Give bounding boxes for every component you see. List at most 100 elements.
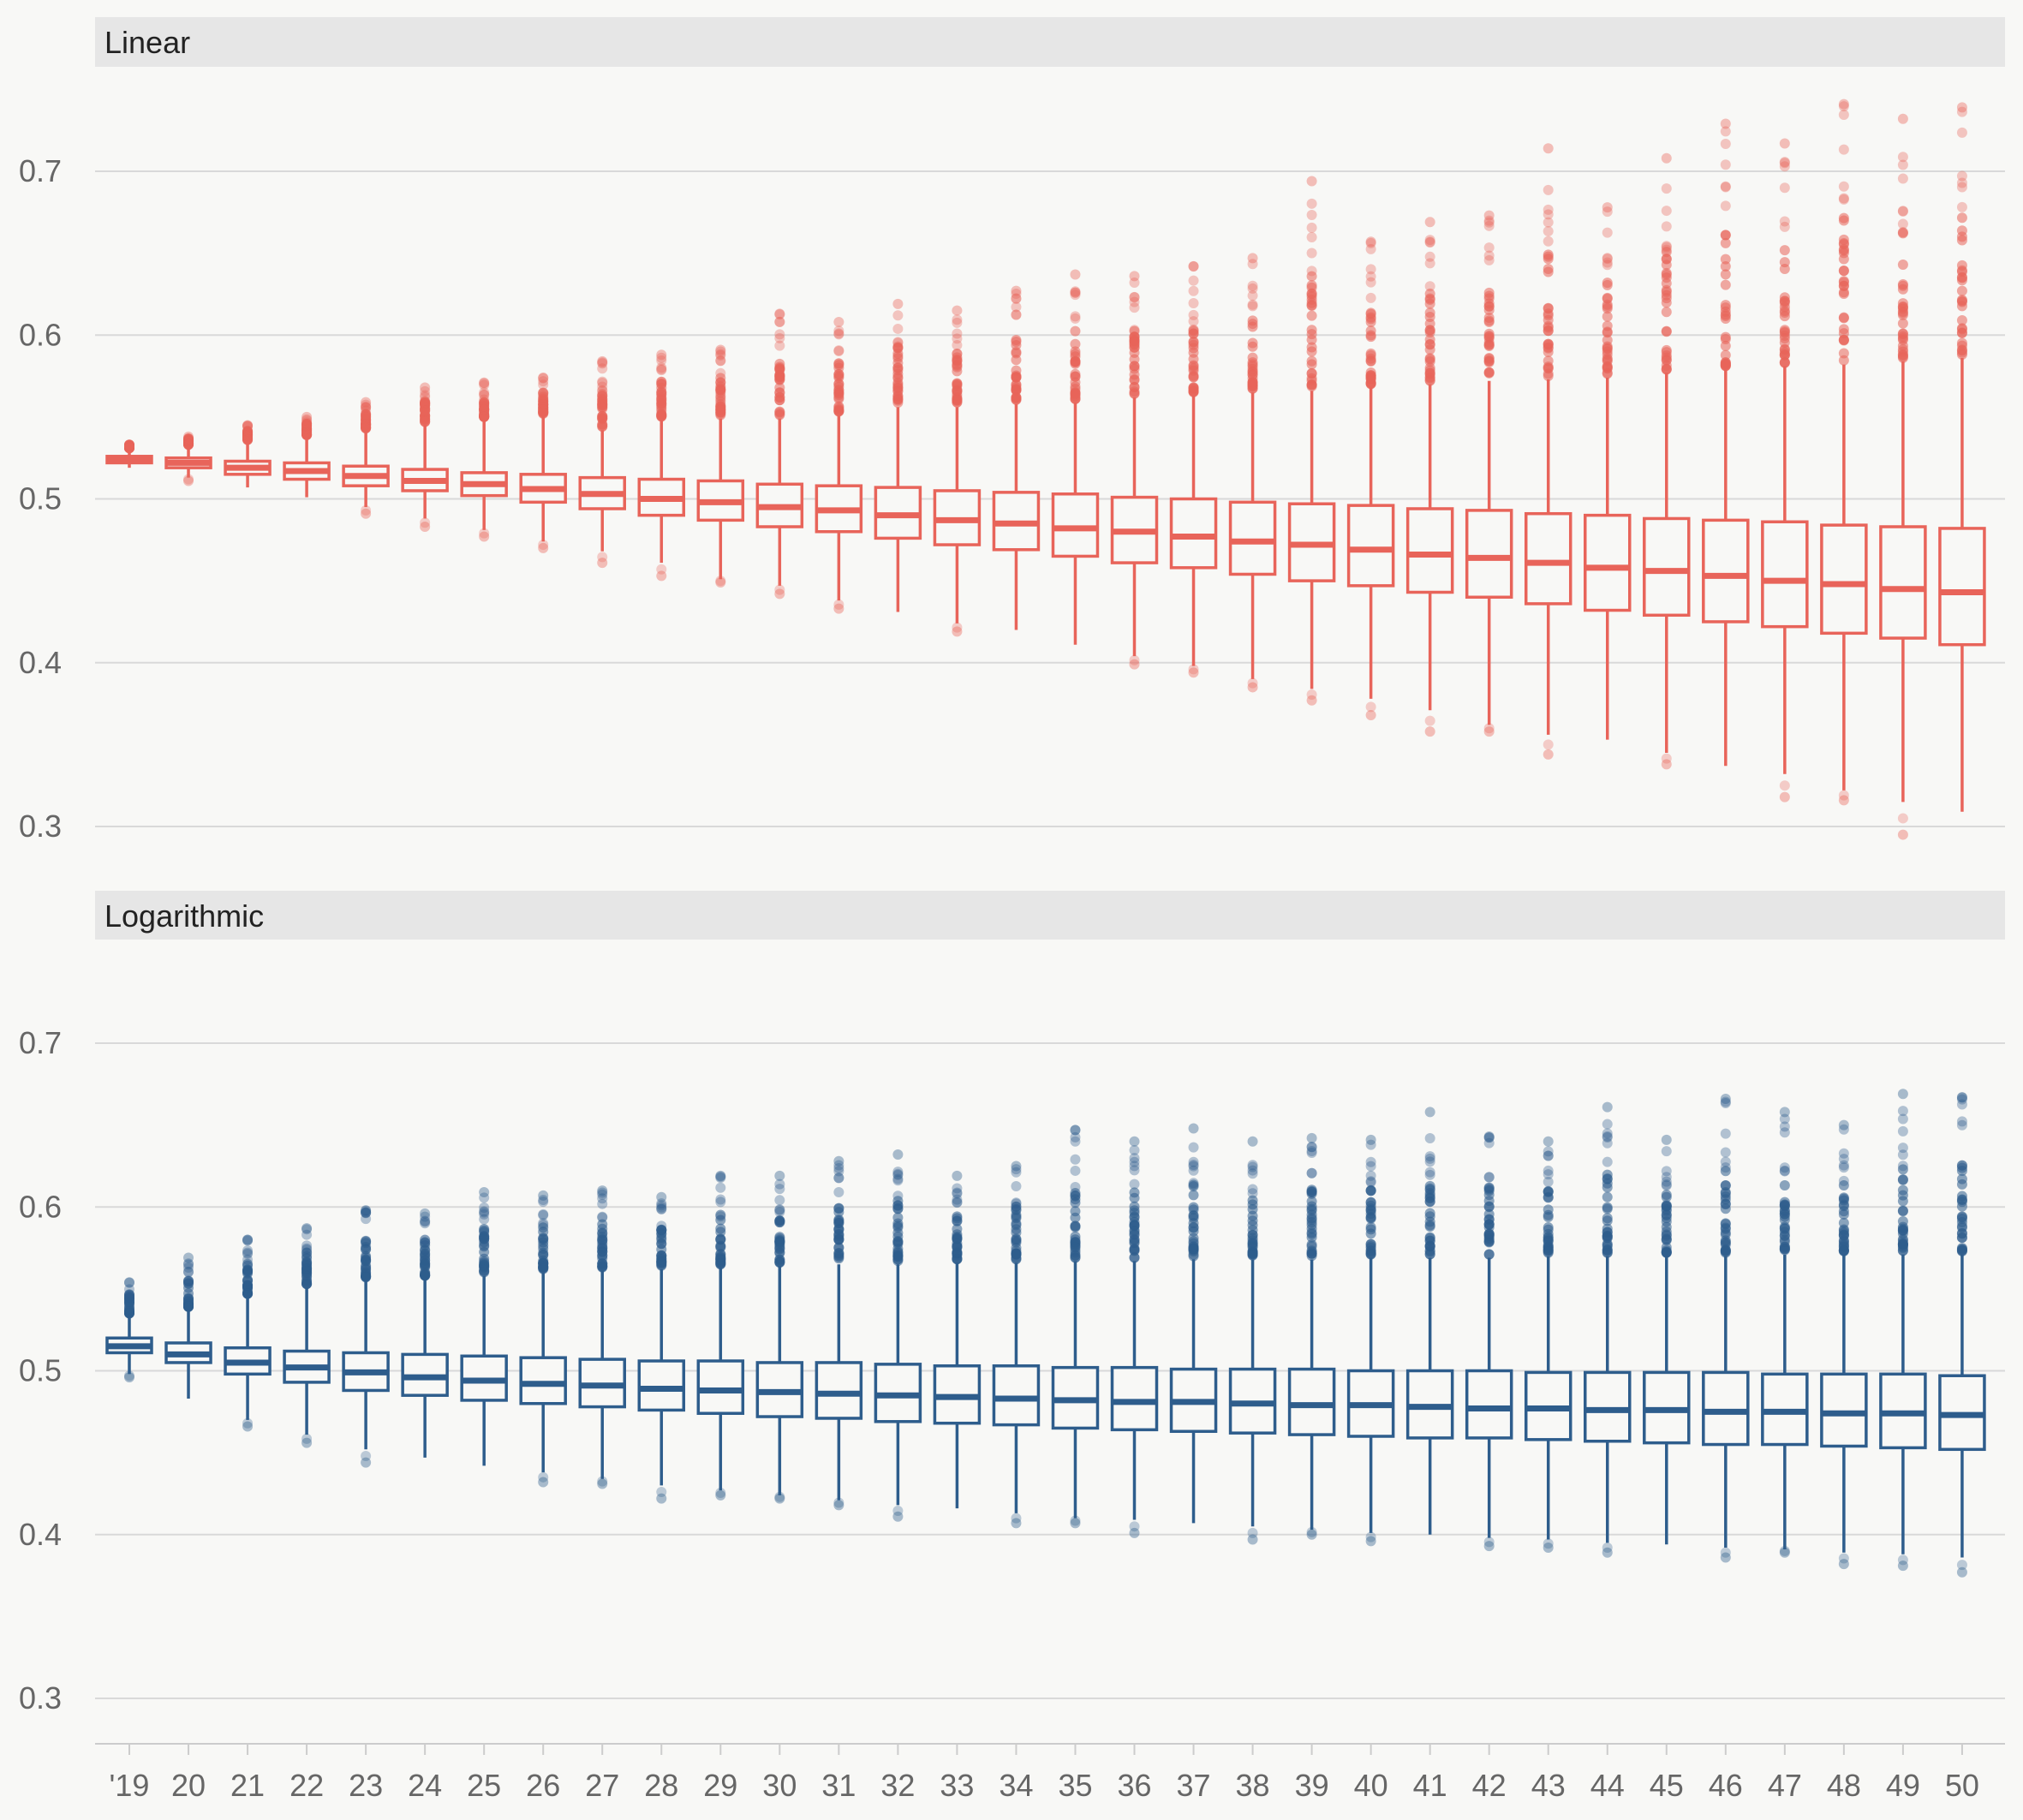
outlier-point — [1011, 293, 1022, 304]
outlier-point — [124, 1284, 134, 1295]
outlier-point — [833, 358, 844, 369]
outlier-point-max — [183, 1252, 194, 1263]
outlier-point — [1602, 257, 1613, 268]
outlier-point — [892, 383, 904, 394]
outlier-point — [1306, 1187, 1317, 1198]
outlier-point-min — [656, 1493, 667, 1504]
outlier-point — [1720, 230, 1731, 241]
outlier-point — [420, 1267, 431, 1278]
outlier-point-min — [892, 1511, 904, 1522]
outlier-point — [1956, 1560, 1967, 1571]
outlier-point — [952, 328, 963, 339]
outlier-point — [1247, 259, 1258, 270]
outlier-point — [1306, 300, 1317, 311]
outlier-point-max — [301, 411, 313, 422]
outlier-point — [183, 435, 194, 446]
outlier-point — [1306, 209, 1317, 220]
outlier-point — [183, 474, 194, 485]
outlier-point-max — [479, 1187, 490, 1198]
outlier-point-min — [1188, 667, 1199, 678]
outlier-point — [1543, 308, 1554, 319]
outlier-point — [774, 1238, 785, 1249]
outlier-point — [833, 391, 844, 403]
outlier-point — [1543, 209, 1554, 220]
outlier-point — [1602, 1182, 1613, 1193]
box-logarithmic-19 — [1228, 1136, 1277, 1545]
outlier-point — [656, 1198, 667, 1209]
outlier-point-max — [538, 372, 549, 383]
outlier-point — [361, 1270, 372, 1281]
outlier-point — [1424, 715, 1435, 726]
box-linear-28 — [1761, 138, 1809, 803]
outlier-point — [597, 1476, 608, 1487]
outlier-point-min — [361, 508, 372, 519]
outlier-point — [774, 329, 785, 340]
outlier-point — [301, 414, 313, 425]
outlier-point — [656, 1200, 667, 1211]
outlier-point — [1070, 1206, 1081, 1217]
outlier-point — [1779, 1223, 1790, 1234]
outlier-point — [1365, 1176, 1376, 1187]
outlier-point — [715, 576, 726, 587]
outlier-point-max — [1661, 152, 1672, 164]
outlier-point — [952, 1194, 963, 1205]
outlier-point — [1129, 296, 1140, 307]
outlier-point — [1897, 159, 1908, 170]
outlier-point — [1070, 286, 1081, 297]
outlier-point — [656, 1203, 667, 1214]
outlier-point — [1424, 1169, 1435, 1180]
outlier-point — [420, 397, 431, 408]
outlier-point — [1720, 1187, 1731, 1198]
outlier-point-max — [1247, 1136, 1258, 1147]
outlier-point — [1838, 1124, 1849, 1135]
box-linear-21 — [1346, 236, 1395, 720]
outlier-point — [301, 421, 313, 432]
outlier-point — [124, 442, 134, 453]
outlier-point — [892, 1200, 904, 1211]
outlier-point — [597, 385, 608, 397]
outlier-point — [1306, 1526, 1317, 1537]
outlier-point — [597, 357, 608, 368]
outlier-point — [242, 1254, 254, 1265]
outlier-point — [1129, 1205, 1140, 1216]
outlier-point — [1247, 1527, 1258, 1538]
outlier-point — [1779, 357, 1790, 368]
outlier-point — [1956, 182, 1967, 193]
outlier-point-max — [1247, 253, 1258, 264]
outlier-point — [1365, 1238, 1376, 1250]
outlier-point — [1602, 253, 1613, 264]
outlier-point-min — [1661, 759, 1672, 770]
outlier-point — [1424, 281, 1435, 292]
outlier-point-max — [1897, 1089, 1908, 1100]
outlier-point — [1956, 1099, 1967, 1110]
outlier-point — [1129, 1237, 1140, 1248]
outlier-point — [242, 1417, 254, 1429]
outlier-point-min — [715, 577, 726, 588]
outlier-point-max — [1424, 217, 1435, 228]
outlier-point — [124, 1292, 134, 1304]
outlier-point-max — [1365, 1134, 1376, 1145]
outlier-point — [124, 439, 134, 451]
outlier-point — [538, 1220, 549, 1231]
outlier-point — [597, 363, 608, 374]
box-iqr — [1110, 1365, 1159, 1432]
box-iqr — [1820, 523, 1868, 636]
outlier-point — [892, 1190, 904, 1202]
outlier-point — [1602, 1543, 1613, 1554]
outlier-point — [479, 378, 490, 389]
outlier-point — [1483, 1208, 1495, 1220]
outlier-point-max — [656, 1191, 667, 1202]
outlier-point — [1365, 1212, 1376, 1223]
outlier-point — [301, 415, 313, 426]
outlier-point — [361, 421, 372, 432]
x-tick-label-6: 25 — [467, 1768, 501, 1803]
outlier-point — [597, 1212, 608, 1223]
outlier-point — [1129, 1144, 1140, 1155]
outlier-point — [1838, 1180, 1849, 1191]
outlier-point — [1070, 1234, 1081, 1245]
outlier-point-max — [301, 1223, 313, 1234]
outlier-point-min — [1483, 1541, 1495, 1552]
outlier-point — [1011, 392, 1022, 403]
outlier-point — [1424, 1153, 1435, 1164]
outlier-point — [833, 329, 844, 340]
